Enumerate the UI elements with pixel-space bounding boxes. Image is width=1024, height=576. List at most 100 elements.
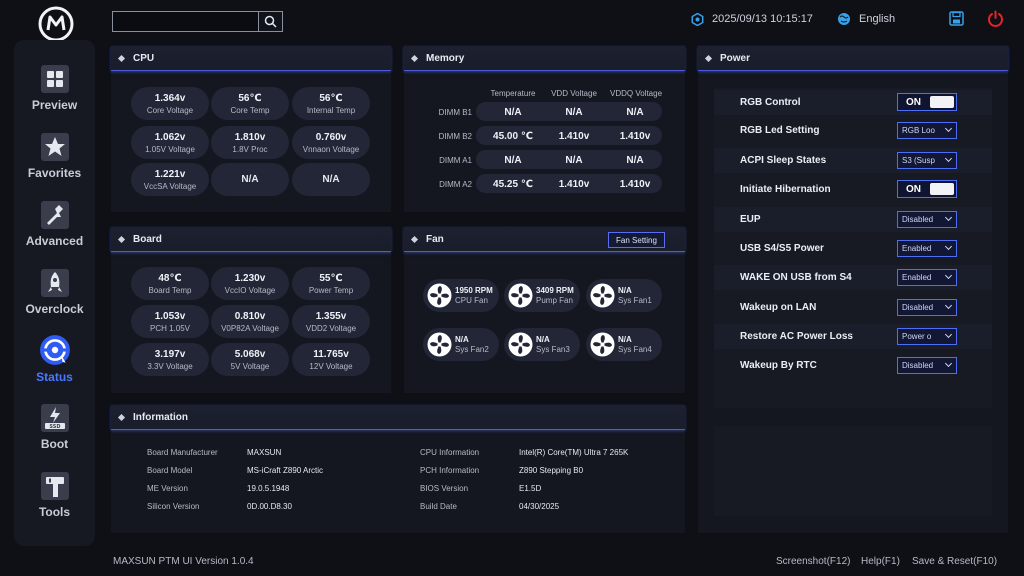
memory-value: N/A	[565, 107, 583, 118]
power-icon[interactable]	[987, 10, 1004, 27]
board-vccio-voltage: 1.230v VccIO Voltage	[211, 267, 289, 300]
globe-icon	[838, 13, 850, 25]
cpu-empty-slot: N/A	[211, 163, 289, 196]
fan-icon	[590, 332, 615, 357]
help-button[interactable]: Help(F1)	[861, 556, 900, 567]
fan-sys4: N/A Sys Fan4	[586, 328, 662, 361]
sidebar-item-boot[interactable]: SSD Boot	[14, 403, 95, 451]
fan-pump: 3409 RPM Pump Fan	[504, 279, 580, 312]
wakeup-rtc-select[interactable]: Disabled	[897, 357, 957, 374]
memory-value: N/A	[626, 107, 644, 118]
power-row-label: Restore AC Power Loss	[740, 331, 853, 342]
cpu-vccsa-voltage: 1.221v VccSA Voltage	[131, 163, 209, 196]
cpu-18v-proc: 1.810v 1.8V Proc	[211, 126, 289, 159]
board-temp: 48℃ Board Temp	[131, 267, 209, 300]
rgb-led-setting-select[interactable]: RGB Loo	[897, 122, 957, 139]
panel-title: Board	[133, 234, 162, 245]
info-value: MS-iCraft Z890 Arctic	[247, 466, 324, 475]
fan-value: N/A	[455, 335, 469, 344]
fan-label: Sys Fan3	[536, 345, 570, 354]
power-row-rgb-led-setting: RGB Led Setting RGB Loo	[714, 118, 992, 143]
memory-row-label: DIMM A1	[439, 156, 472, 165]
sidebar-item-label: Status	[36, 370, 73, 384]
sidebar-item-preview[interactable]: Preview	[14, 64, 95, 112]
diamond-icon	[410, 235, 419, 244]
power-row-label: Wakeup By RTC	[740, 360, 817, 371]
sidebar-item-tools[interactable]: Tools	[14, 471, 95, 519]
wake-usb-select[interactable]: Enabled	[897, 269, 957, 286]
memory-row-label: DIMM A2	[439, 180, 472, 189]
cpu-105v-voltage: 1.062v 1.05V Voltage	[131, 126, 209, 159]
svg-text:SSD: SSD	[49, 424, 60, 430]
usb-s4s5-select[interactable]: Enabled	[897, 240, 957, 257]
sidebar-item-favorites[interactable]: Favorites	[14, 132, 95, 180]
fan-sys1: N/A Sys Fan1	[586, 279, 662, 312]
panel-header: Power	[698, 46, 1008, 71]
memory-value: 1.410v	[619, 179, 651, 190]
memory-column-header: Temperature	[490, 89, 536, 98]
save-reset-button[interactable]: Save & Reset(F10)	[912, 556, 998, 567]
info-label: Board Model	[147, 466, 193, 475]
save-icon[interactable]	[949, 11, 964, 26]
gauge-icon	[39, 335, 70, 365]
diamond-icon	[117, 413, 126, 422]
search-input[interactable]	[112, 11, 259, 32]
memory-row-label: DIMM B2	[438, 132, 472, 141]
board-power-temp: 55℃ Power Temp	[292, 267, 370, 300]
info-label: Silicon Version	[147, 502, 200, 511]
power-row-wake-usb: WAKE ON USB from S4 Enabled	[714, 265, 992, 290]
fan-icon	[427, 332, 452, 357]
power-row-label: EUP	[740, 214, 761, 225]
eup-select[interactable]: Disabled	[897, 211, 957, 228]
restore-ac-select[interactable]: Power o	[897, 328, 957, 345]
hibernation-toggle[interactable]: ON	[897, 180, 957, 198]
power-description-area	[714, 426, 992, 516]
rocket-icon	[40, 269, 69, 297]
search-button[interactable]	[258, 11, 283, 32]
screenshot-button[interactable]: Screenshot(F12)	[776, 556, 851, 567]
power-row-label: RGB Led Setting	[740, 125, 820, 136]
acpi-sleep-select[interactable]: S3 (Susp	[897, 152, 957, 169]
sidebar-item-overclock[interactable]: Overclock	[14, 268, 95, 316]
sidebar-item-label: Overclock	[25, 302, 84, 316]
info-value: 0D.00.D8.30	[247, 502, 292, 511]
memory-value: 1.410v	[619, 131, 651, 142]
panel-header: Information	[111, 405, 685, 430]
fan-value: N/A	[618, 335, 632, 344]
fan-cpu: 1950 RPM CPU Fan	[423, 279, 499, 312]
cpu-empty-slot: N/A	[292, 163, 370, 196]
info-label: BIOS Version	[420, 484, 469, 493]
wakeup-lan-select[interactable]: Disabled	[897, 299, 957, 316]
power-row-label: Initiate Hibernation	[740, 184, 831, 195]
power-row-label: Wakeup on LAN	[740, 302, 817, 313]
panel-title: Memory	[426, 53, 465, 64]
fan-label: Sys Fan1	[618, 296, 652, 305]
board-33v-voltage: 3.197v 3.3V Voltage	[131, 343, 209, 376]
memory-value: 1.410v	[558, 131, 590, 142]
language-selector[interactable]: English	[837, 11, 895, 27]
clock-gear-icon	[691, 12, 704, 26]
info-label: Build Date	[420, 502, 457, 511]
diamond-icon	[704, 54, 713, 63]
fan-setting-button[interactable]: Fan Setting	[608, 232, 665, 248]
sidebar-item-advanced[interactable]: Advanced	[14, 200, 95, 248]
search-icon	[264, 15, 277, 28]
datetime-display: 2025/09/13 10:15:17	[691, 11, 813, 27]
info-value: MAXSUN	[247, 448, 282, 457]
diamond-icon	[117, 54, 126, 63]
wrench-icon	[40, 201, 69, 229]
info-value: Z890 Stepping B0	[519, 466, 584, 475]
cpu-core-temp: 56℃ Core Temp	[211, 87, 289, 120]
fan-label: Pump Fan	[536, 296, 573, 305]
memory-column-header: VDDQ Voltage	[609, 89, 663, 98]
info-value: Intel(R) Core(TM) Ultra 7 265K	[519, 448, 629, 457]
board-vdd2-voltage: 1.355v VDD2 Voltage	[292, 305, 370, 338]
memory-row	[476, 150, 662, 169]
panel-header: Board	[111, 227, 391, 252]
sidebar-item-status[interactable]: Status	[14, 334, 95, 384]
maxsun-logo	[38, 6, 74, 42]
rgb-control-toggle[interactable]: ON	[897, 93, 957, 111]
cpu-core-voltage: 1.364v Core Voltage	[131, 87, 209, 120]
board-5v-voltage: 5.068v 5V Voltage	[211, 343, 289, 376]
star-icon	[40, 133, 69, 161]
